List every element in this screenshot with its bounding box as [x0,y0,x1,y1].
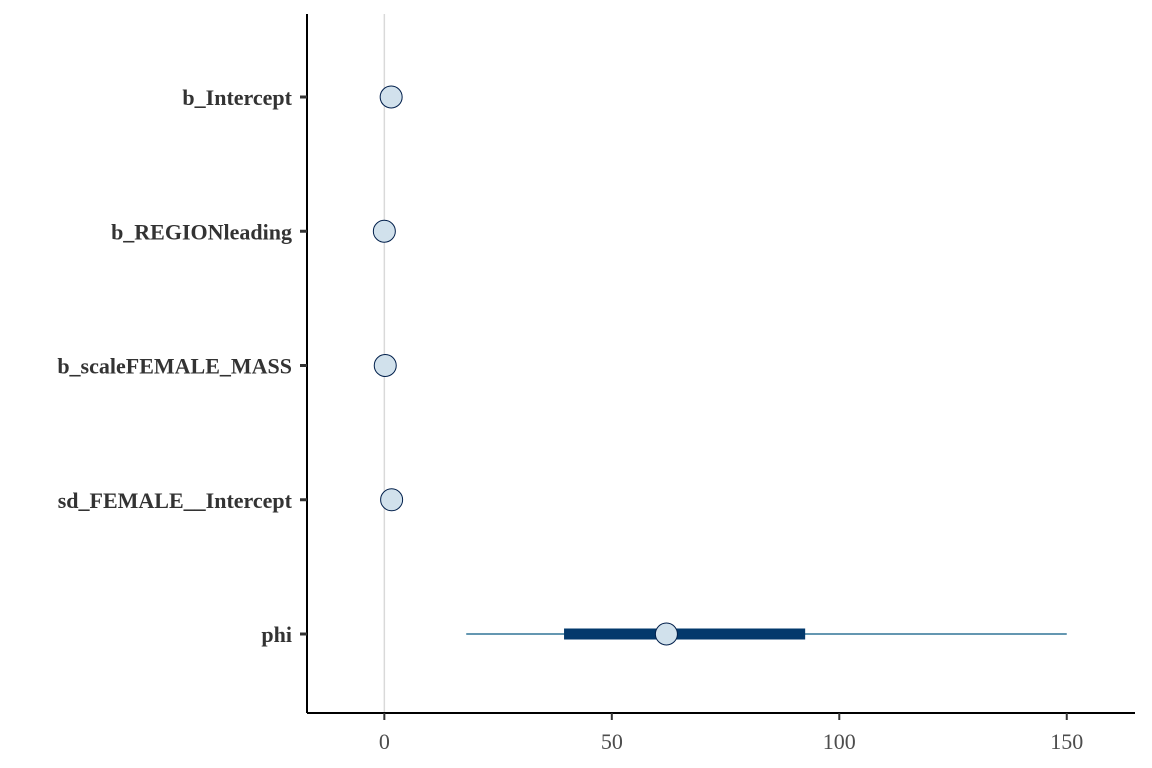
y-tick-label: b_REGIONleading [111,219,292,244]
median-point [372,219,396,243]
y-tick-layer: b_Intercept b_REGIONleading b_scaleFEMALE_… [57,85,307,647]
y-tick-label: b_Intercept [182,85,292,110]
axis-layer [306,14,1135,714]
median-point [654,622,678,646]
y-tick-label: phi [261,622,292,647]
x-tick-label: 150 [1050,729,1083,754]
x-tick-label: 0 [379,729,390,754]
median-point [380,488,404,512]
y-tick-label: sd_FEMALE__Intercept [58,488,293,513]
point-layer [372,85,678,646]
interval-layer [382,91,1067,640]
y-tick-label: b_scaleFEMALE_MASS [57,354,292,379]
x-tick-label: 100 [823,729,856,754]
median-point [373,354,397,377]
median-point [379,85,403,109]
x-tick-layer: 0 50 100 150 [379,713,1083,754]
x-tick-label: 50 [601,729,623,754]
